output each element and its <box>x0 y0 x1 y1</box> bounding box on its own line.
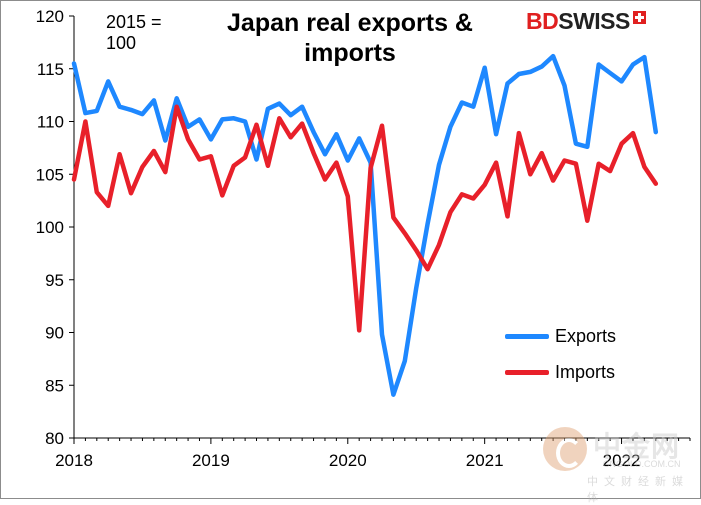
legend-item-exports: Exports <box>505 318 616 354</box>
y-tick-label: 110 <box>37 113 64 132</box>
legend-swatch-exports <box>505 333 549 339</box>
legend-item-imports: Imports <box>505 354 616 390</box>
logo-bd-text: BD <box>526 7 559 34</box>
watermark-url: CNGOLD.COM.CN <box>603 459 681 469</box>
x-tick-label: 2018 <box>55 451 93 470</box>
axes-group: 80 85 90 95 100 105 110 115 120 2018 2019 2020 2021 2… <box>36 7 691 470</box>
watermark-cn-text: 中金网 <box>593 431 681 462</box>
watermark: 中金网 CNGOLD.COM.CN 中文财经新媒体 <box>541 423 691 504</box>
x-tick-label: 2020 <box>329 451 367 470</box>
series-line-exports <box>71 53 659 397</box>
logo-swiss-text: SWISS <box>558 7 630 34</box>
bdswiss-logo: BD SWISS <box>526 8 646 34</box>
swiss-cross-icon <box>632 10 646 24</box>
base-year-note: 2015 = 100 <box>106 12 162 53</box>
y-tick-label: 105 <box>36 165 64 184</box>
y-tick-label: 80 <box>45 429 64 448</box>
y-tick-label: 90 <box>45 324 64 343</box>
series-line-imports <box>71 104 659 333</box>
legend-label-exports: Exports <box>555 325 617 346</box>
x-tick-label: 2022 <box>603 451 641 470</box>
y-tick-label: 100 <box>36 218 64 237</box>
watermark-subtitle: 中文财经新媒体 <box>587 476 689 504</box>
watermark-logo-icon <box>543 427 587 471</box>
series-group <box>71 53 659 397</box>
y-tick-label: 115 <box>37 60 64 79</box>
x-tick-label: 2019 <box>192 451 230 470</box>
y-tick-label: 95 <box>45 271 64 290</box>
y-tick-label: 120 <box>36 7 64 26</box>
legend-label-imports: Imports <box>555 361 616 382</box>
y-tick-label: 85 <box>45 376 64 395</box>
legend-swatch-imports <box>505 369 549 375</box>
chart-title: Japan real exports & imports <box>227 9 473 67</box>
x-tick-label: 2021 <box>466 451 504 470</box>
chart-legend: Exports Imports <box>505 318 616 390</box>
